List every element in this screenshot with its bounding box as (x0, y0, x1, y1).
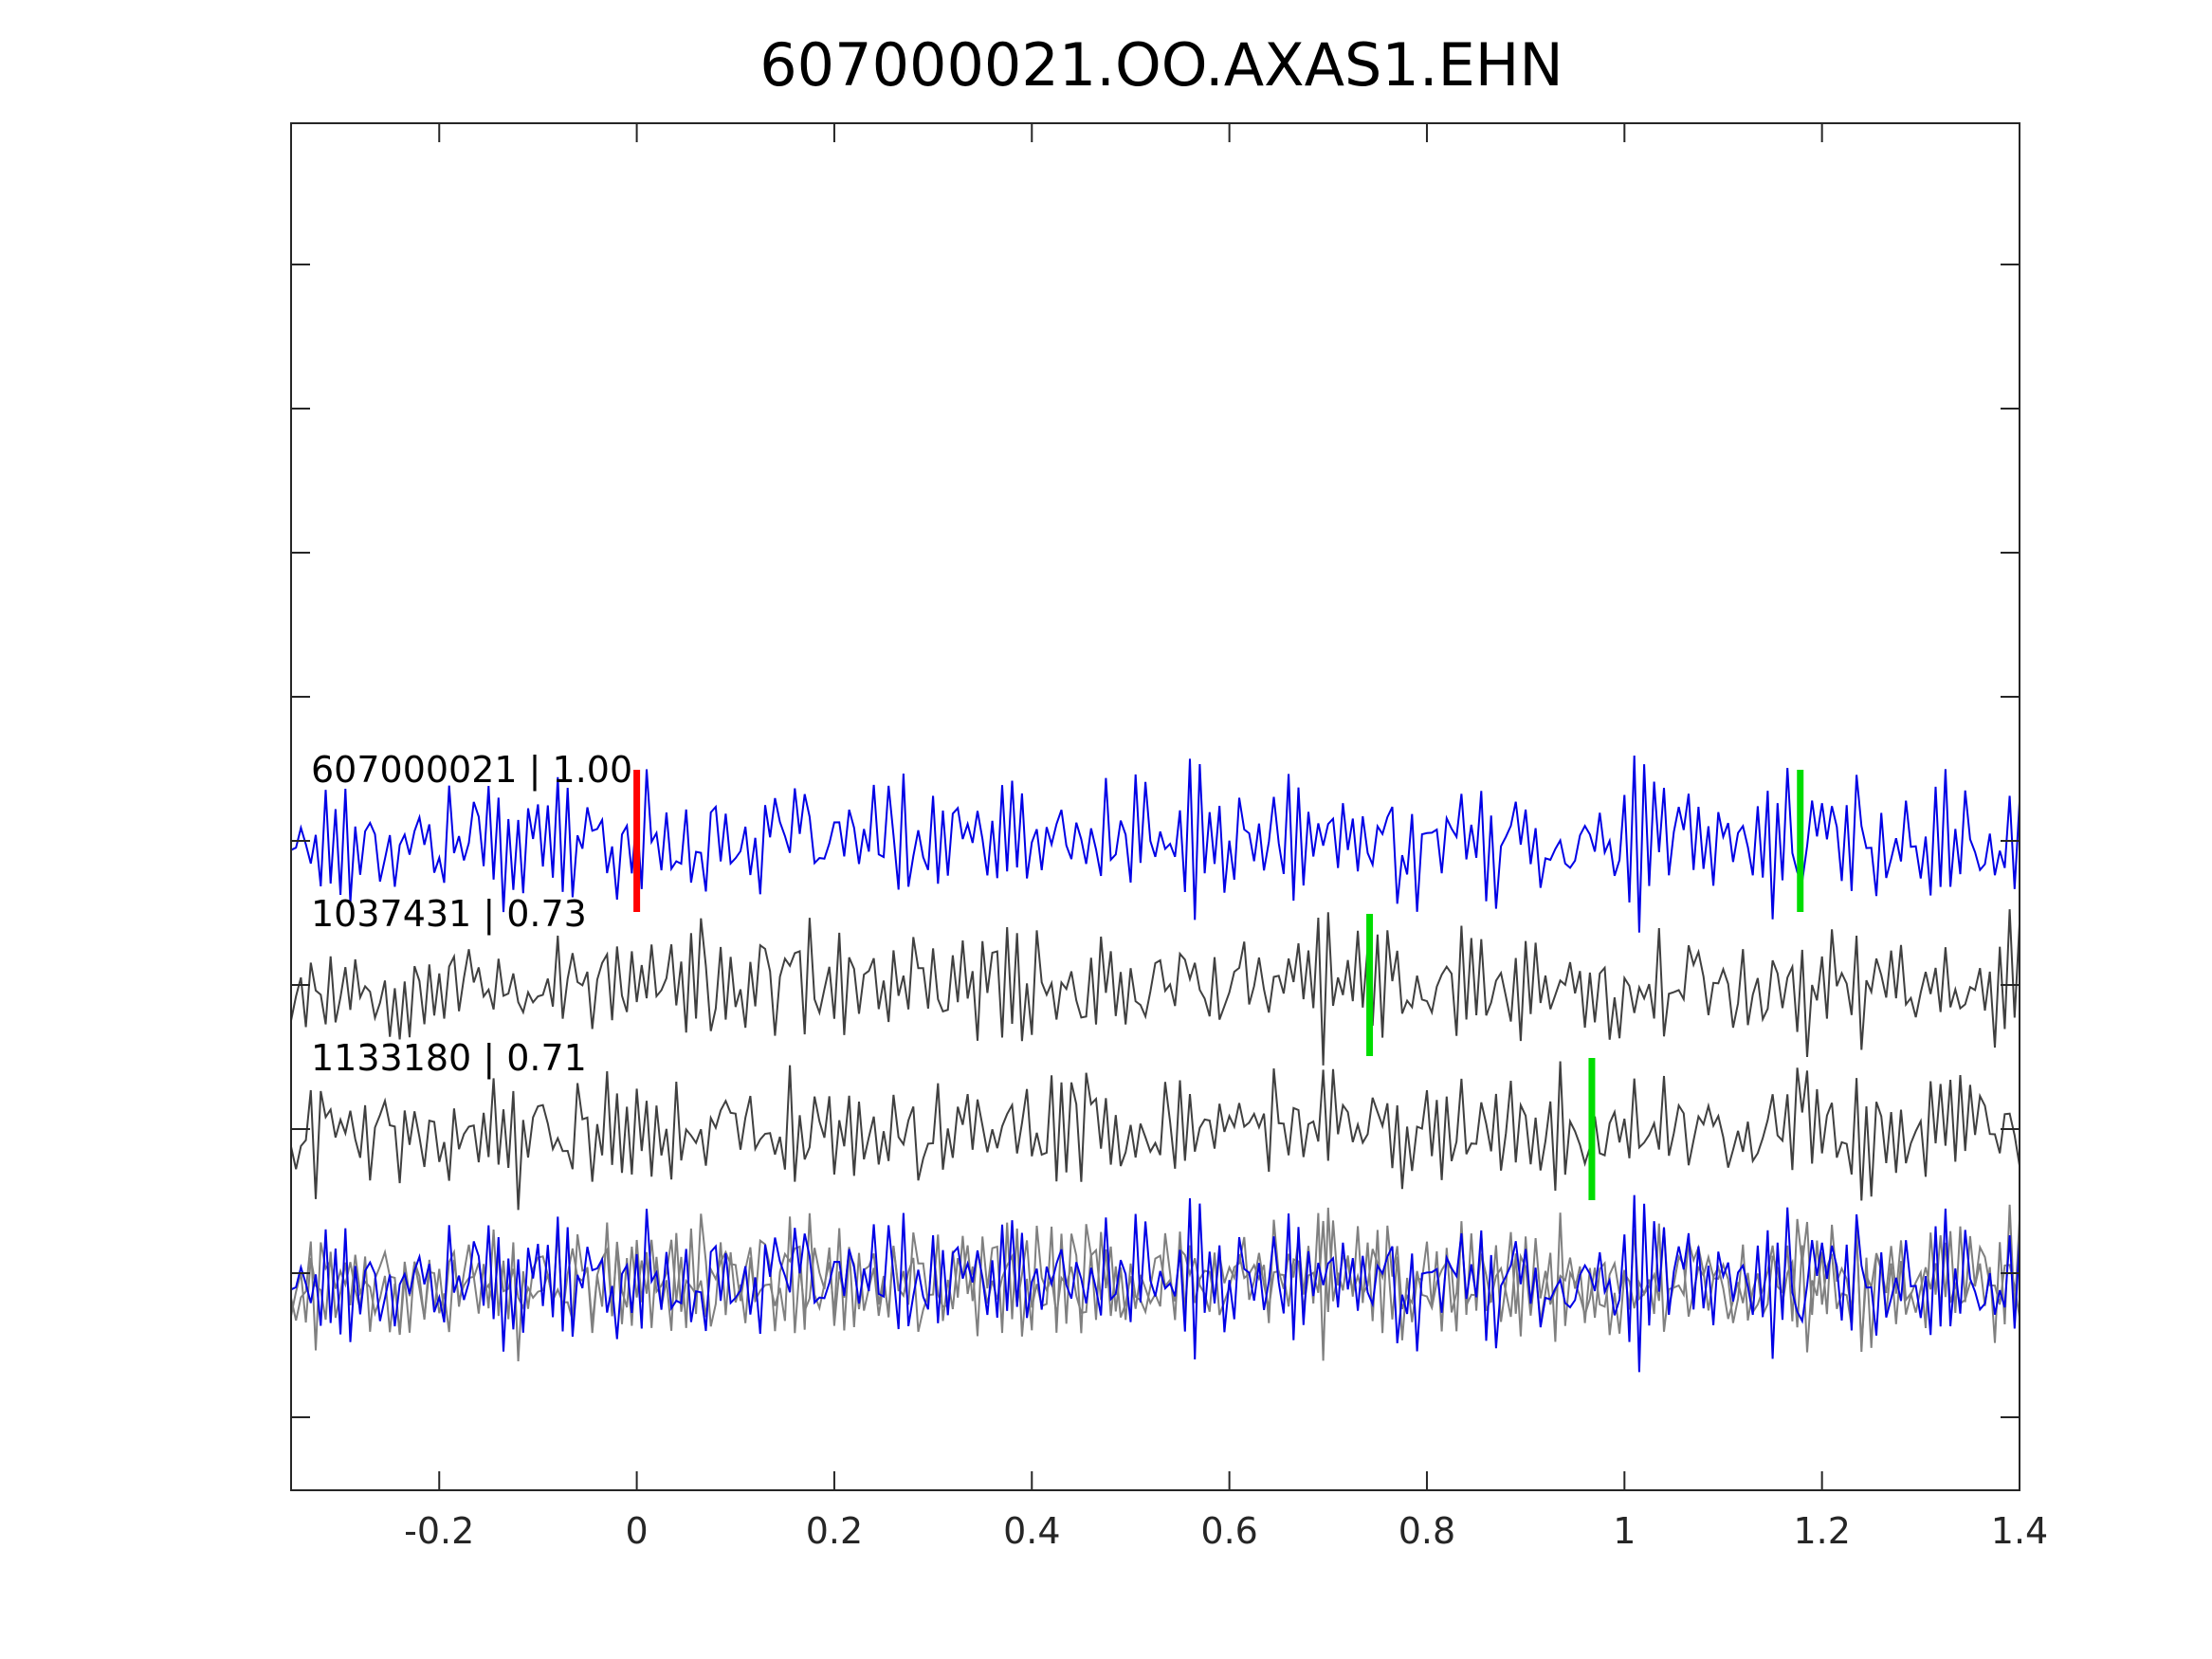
chart-title: 607000021.OO.AXAS1.EHN (759, 30, 1563, 100)
trace-label-1037431: 1037431 | 0.73 (311, 893, 587, 936)
trace-1037431 (290, 909, 2020, 1066)
overlay-trace-607000021 (290, 1194, 2020, 1373)
x-tick-label-4: 0.6 (1200, 1510, 1257, 1552)
trace-1133180 (290, 1061, 2020, 1211)
plot-area: 607000021 | 1.00 1037431 | 0.73 1133180 | … (290, 122, 2048, 1552)
x-tick-label-3: 0.4 (1003, 1510, 1060, 1552)
x-tick-label-6: 1 (1613, 1510, 1636, 1552)
trace-label-607000021: 607000021 | 1.00 (311, 749, 632, 792)
x-tick-label-5: 0.8 (1398, 1510, 1455, 1552)
x-tick-label-2: 0.2 (806, 1510, 863, 1552)
x-tick-label-8: 1.4 (1991, 1510, 2048, 1552)
x-tick-label-1: 0 (626, 1510, 649, 1552)
x-tick-label-0: -0.2 (404, 1510, 474, 1552)
x-tick-label-7: 1.2 (1793, 1510, 1850, 1552)
trace-607000021 (290, 755, 2020, 933)
axes-box (290, 122, 2020, 1491)
trace-label-1133180: 1133180 | 0.71 (311, 1037, 587, 1080)
